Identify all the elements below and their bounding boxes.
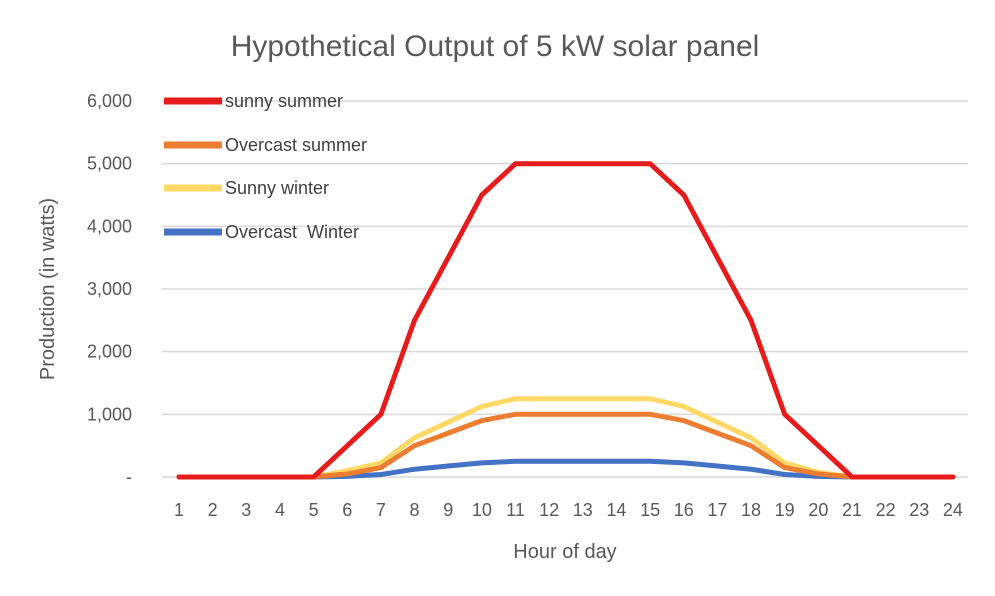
x-tick-label: 3 (241, 500, 251, 520)
legend-label: Sunny winter (225, 178, 329, 198)
legend: sunny summer Overcast summer Sunny winter O… (164, 91, 367, 242)
x-tick-label: 16 (674, 500, 694, 520)
x-tick-label: 8 (410, 500, 420, 520)
chart-title: Hypothetical Output of 5 kW solar panel (231, 30, 760, 63)
series-lines (176, 161, 956, 480)
y-tick-label: 6,000 (87, 91, 132, 111)
y-tick-label: - (126, 467, 132, 487)
x-tick-label: 20 (808, 500, 828, 520)
x-tick-label: 15 (640, 500, 660, 520)
x-tick-label: 21 (842, 500, 862, 520)
x-tick-label: 10 (472, 500, 492, 520)
x-tick-label: 14 (606, 500, 626, 520)
x-tick-label: 19 (775, 500, 795, 520)
x-tick-label: 23 (909, 500, 929, 520)
x-tick-label: 22 (876, 500, 896, 520)
x-tick-label: 1 (174, 500, 184, 520)
x-tick-label: 24 (943, 500, 963, 520)
x-axis-ticks: 1 2 3 4 5 6 7 8 9 10 11 12 13 14 15 16 17 18 19 20 21 22 23 24 (174, 500, 963, 520)
y-tick-label: 1,000 (87, 404, 132, 424)
legend-label: sunny summer (225, 91, 343, 111)
y-tick-label: 5,000 (87, 154, 132, 174)
x-tick-label: 7 (376, 500, 386, 520)
x-tick-label: 12 (539, 500, 559, 520)
y-tick-label: 4,000 (87, 216, 132, 236)
x-tick-label: 18 (741, 500, 761, 520)
x-tick-label: 2 (208, 500, 218, 520)
y-tick-label: 2,000 (87, 342, 132, 362)
y-axis-title: Production (in watts) (37, 198, 59, 380)
x-tick-label: 17 (707, 500, 727, 520)
x-tick-label: 13 (573, 500, 593, 520)
x-tick-label: 11 (506, 500, 525, 520)
series-line-2 (176, 411, 956, 480)
x-tick-label: 4 (275, 500, 285, 520)
x-tick-label: 6 (342, 500, 352, 520)
x-tick-label: 5 (309, 500, 319, 520)
gridlines (162, 100, 968, 478)
legend-label: Overcast summer (225, 135, 367, 155)
x-axis-title: Hour of day (513, 541, 616, 563)
series-line-1 (176, 161, 956, 480)
y-tick-label: 3,000 (87, 279, 132, 299)
y-axis-ticks: - 1,000 2,000 3,000 4,000 5,000 6,000 (87, 91, 132, 487)
x-tick-label: 9 (443, 500, 453, 520)
legend-label: Overcast Winter (225, 222, 359, 242)
